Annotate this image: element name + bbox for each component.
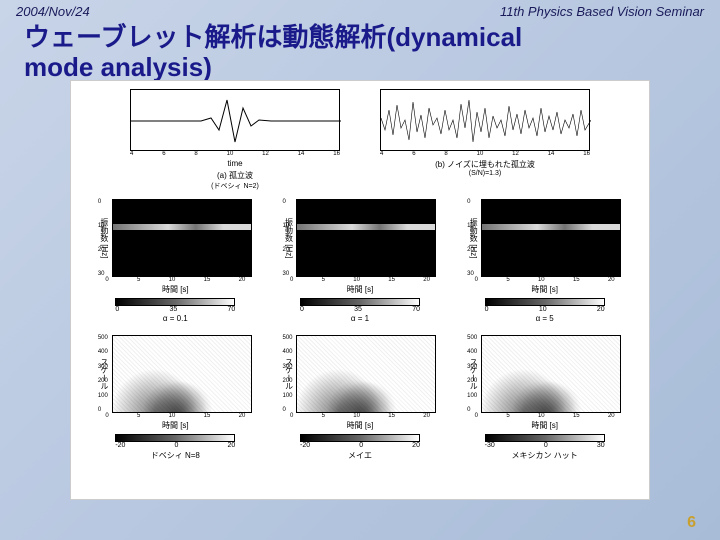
waveform-a-sub: (ドベシィ N=2) <box>130 181 340 191</box>
page-title: ウェーブレット解析は動態解析(dynamical mode analysis) <box>0 23 720 83</box>
spectro-xlabel: 時間 [s] <box>162 284 189 295</box>
colorbar <box>115 434 235 442</box>
method-label: メキシカン ハット <box>512 450 578 461</box>
header-seminar: 11th Physics Based Vision Seminar <box>500 4 704 19</box>
spectro-panel-1: 振動数 [Hz] 0102030 05101520 時間 [s] 03570 α… <box>274 199 447 323</box>
waveform-a-caption: (a) 孤立波 <box>130 170 340 181</box>
scale-xlabel: 時間 [s] <box>347 420 374 431</box>
scale-xlabel: 時間 [s] <box>162 420 189 431</box>
waveform-b-svg <box>381 90 591 152</box>
spectro-panel-2: 振動数 [Hz] 0102030 05101520 時間 [s] 01020 α… <box>458 199 631 323</box>
title-line1: ウェーブレット解析は動態解析(dynamical <box>24 22 522 52</box>
page-number: 6 <box>687 514 696 532</box>
waveform-a-xaxis: time <box>130 159 340 168</box>
spectro-image <box>296 199 436 277</box>
scale-image <box>112 335 252 413</box>
title-line2: mode analysis) <box>24 52 212 82</box>
method-label: メイエ <box>348 450 372 461</box>
colorbar <box>115 298 235 306</box>
scale-xlabel: 時間 [s] <box>531 420 558 431</box>
spectro-xlabel: 時間 [s] <box>531 284 558 295</box>
waveform-b: 4 6 8 10 12 14 16 (b) ノイズに埋もれた孤立波 (S/N)=… <box>380 89 590 191</box>
colorbar <box>485 298 605 306</box>
scale-image <box>481 335 621 413</box>
scale-panel-0: スケール 5004003002001000 05101520 時間 [s] -2… <box>89 335 262 461</box>
method-label: ドベシィ N=8 <box>151 450 200 461</box>
spectro-panel-0: 振動数 [Hz] 0102030 05101520 時間 [s] 03570 α… <box>89 199 262 323</box>
waveform-a-svg <box>131 90 341 152</box>
colorbar <box>485 434 605 442</box>
colorbar <box>300 434 420 442</box>
figure-container: 4 6 8 10 12 14 16 time (a) 孤立波 (ドベシィ N=2… <box>70 80 650 500</box>
waveform-b-caption: (b) ノイズに埋もれた孤立波 <box>380 159 590 170</box>
scale-panel-1: スケール 5004003002001000 05101520 時間 [s] -2… <box>274 335 447 461</box>
spectro-xlabel: 時間 [s] <box>347 284 374 295</box>
alpha-label: α = 1 <box>351 314 369 323</box>
scale-image <box>296 335 436 413</box>
spectro-image <box>112 199 252 277</box>
waveform-a: 4 6 8 10 12 14 16 time (a) 孤立波 (ドベシィ N=2… <box>130 89 340 191</box>
header-date: 2004/Nov/24 <box>16 4 90 19</box>
colorbar <box>300 298 420 306</box>
scale-panel-2: スケール 5004003002001000 05101520 時間 [s] -3… <box>458 335 631 461</box>
waveform-b-sub: (S/N)=1.3) <box>380 170 590 177</box>
alpha-label: α = 5 <box>536 314 554 323</box>
alpha-label: α = 0.1 <box>163 314 188 323</box>
spectro-image <box>481 199 621 277</box>
